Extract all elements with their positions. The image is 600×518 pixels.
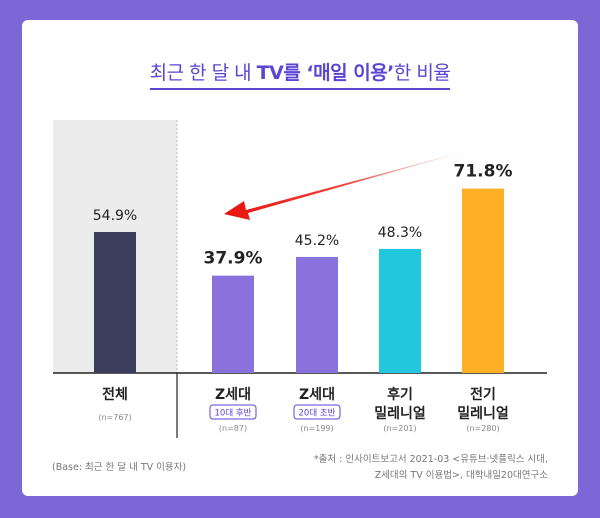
sample-size-2: (n=199)	[300, 424, 333, 433]
category-label-3-0: 후기	[387, 387, 413, 403]
category-label-0: 전체	[102, 386, 128, 403]
sample-size-1: (n=87)	[219, 424, 247, 433]
category-label-1: Z세대	[215, 387, 251, 403]
value-label-2: 45.2%	[295, 233, 339, 249]
source-note: *출처 : 인사이트보고서 2021-03 <유튜브·넷플릭스 시대, Z세대의…	[314, 452, 548, 484]
bar-0	[94, 232, 136, 373]
value-label-0: 54.9%	[93, 208, 137, 224]
age-badge-text-2: 20대 초반	[299, 408, 336, 419]
bar-2	[296, 256, 338, 373]
sample-size-3: (n=201)	[383, 424, 416, 433]
title-part1: 최근 한 달 내	[149, 62, 257, 84]
source-line-1: *출처 : 인사이트보고서 2021-03 <유튜브·넷플릭스 시대,	[313, 454, 548, 465]
title-underline: 최근 한 달 내 TV를 ‘매일 이용’한 비율	[149, 58, 451, 90]
age-badge-text-1: 10대 후반	[215, 408, 252, 419]
age-badge-1	[209, 404, 257, 420]
category-label-4-0: 전기	[470, 386, 496, 403]
sample-size-0: (n=767)	[98, 413, 131, 422]
base-note: (Base: 최근 한 달 내 TV 이용자)	[52, 462, 187, 473]
title-bold: TV를 ‘매일 이용’	[256, 62, 395, 84]
category-label-3-1: 밀레니얼	[374, 406, 426, 422]
source-line-2: Z세대의 TV 이용법>, 대학내일20대연구소	[374, 470, 548, 481]
sample-size-4: (n=280)	[466, 424, 499, 433]
value-label-3: 48.3%	[378, 225, 422, 241]
age-badge-2	[293, 404, 341, 420]
bar-1	[212, 275, 254, 373]
title-part2: 한 비율	[393, 62, 451, 84]
category-label-4-1: 밀레니얼	[457, 406, 509, 422]
category-label-2: Z세대	[299, 387, 335, 403]
value-label-1: 37.9%	[204, 249, 263, 269]
bar-3	[379, 248, 421, 373]
trend-arrow	[224, 150, 470, 220]
value-label-4: 71.8%	[454, 162, 513, 182]
bar-4	[462, 188, 504, 373]
chart-title: 최근 한 달 내 TV를 ‘매일 이용’한 비율	[0, 58, 600, 90]
